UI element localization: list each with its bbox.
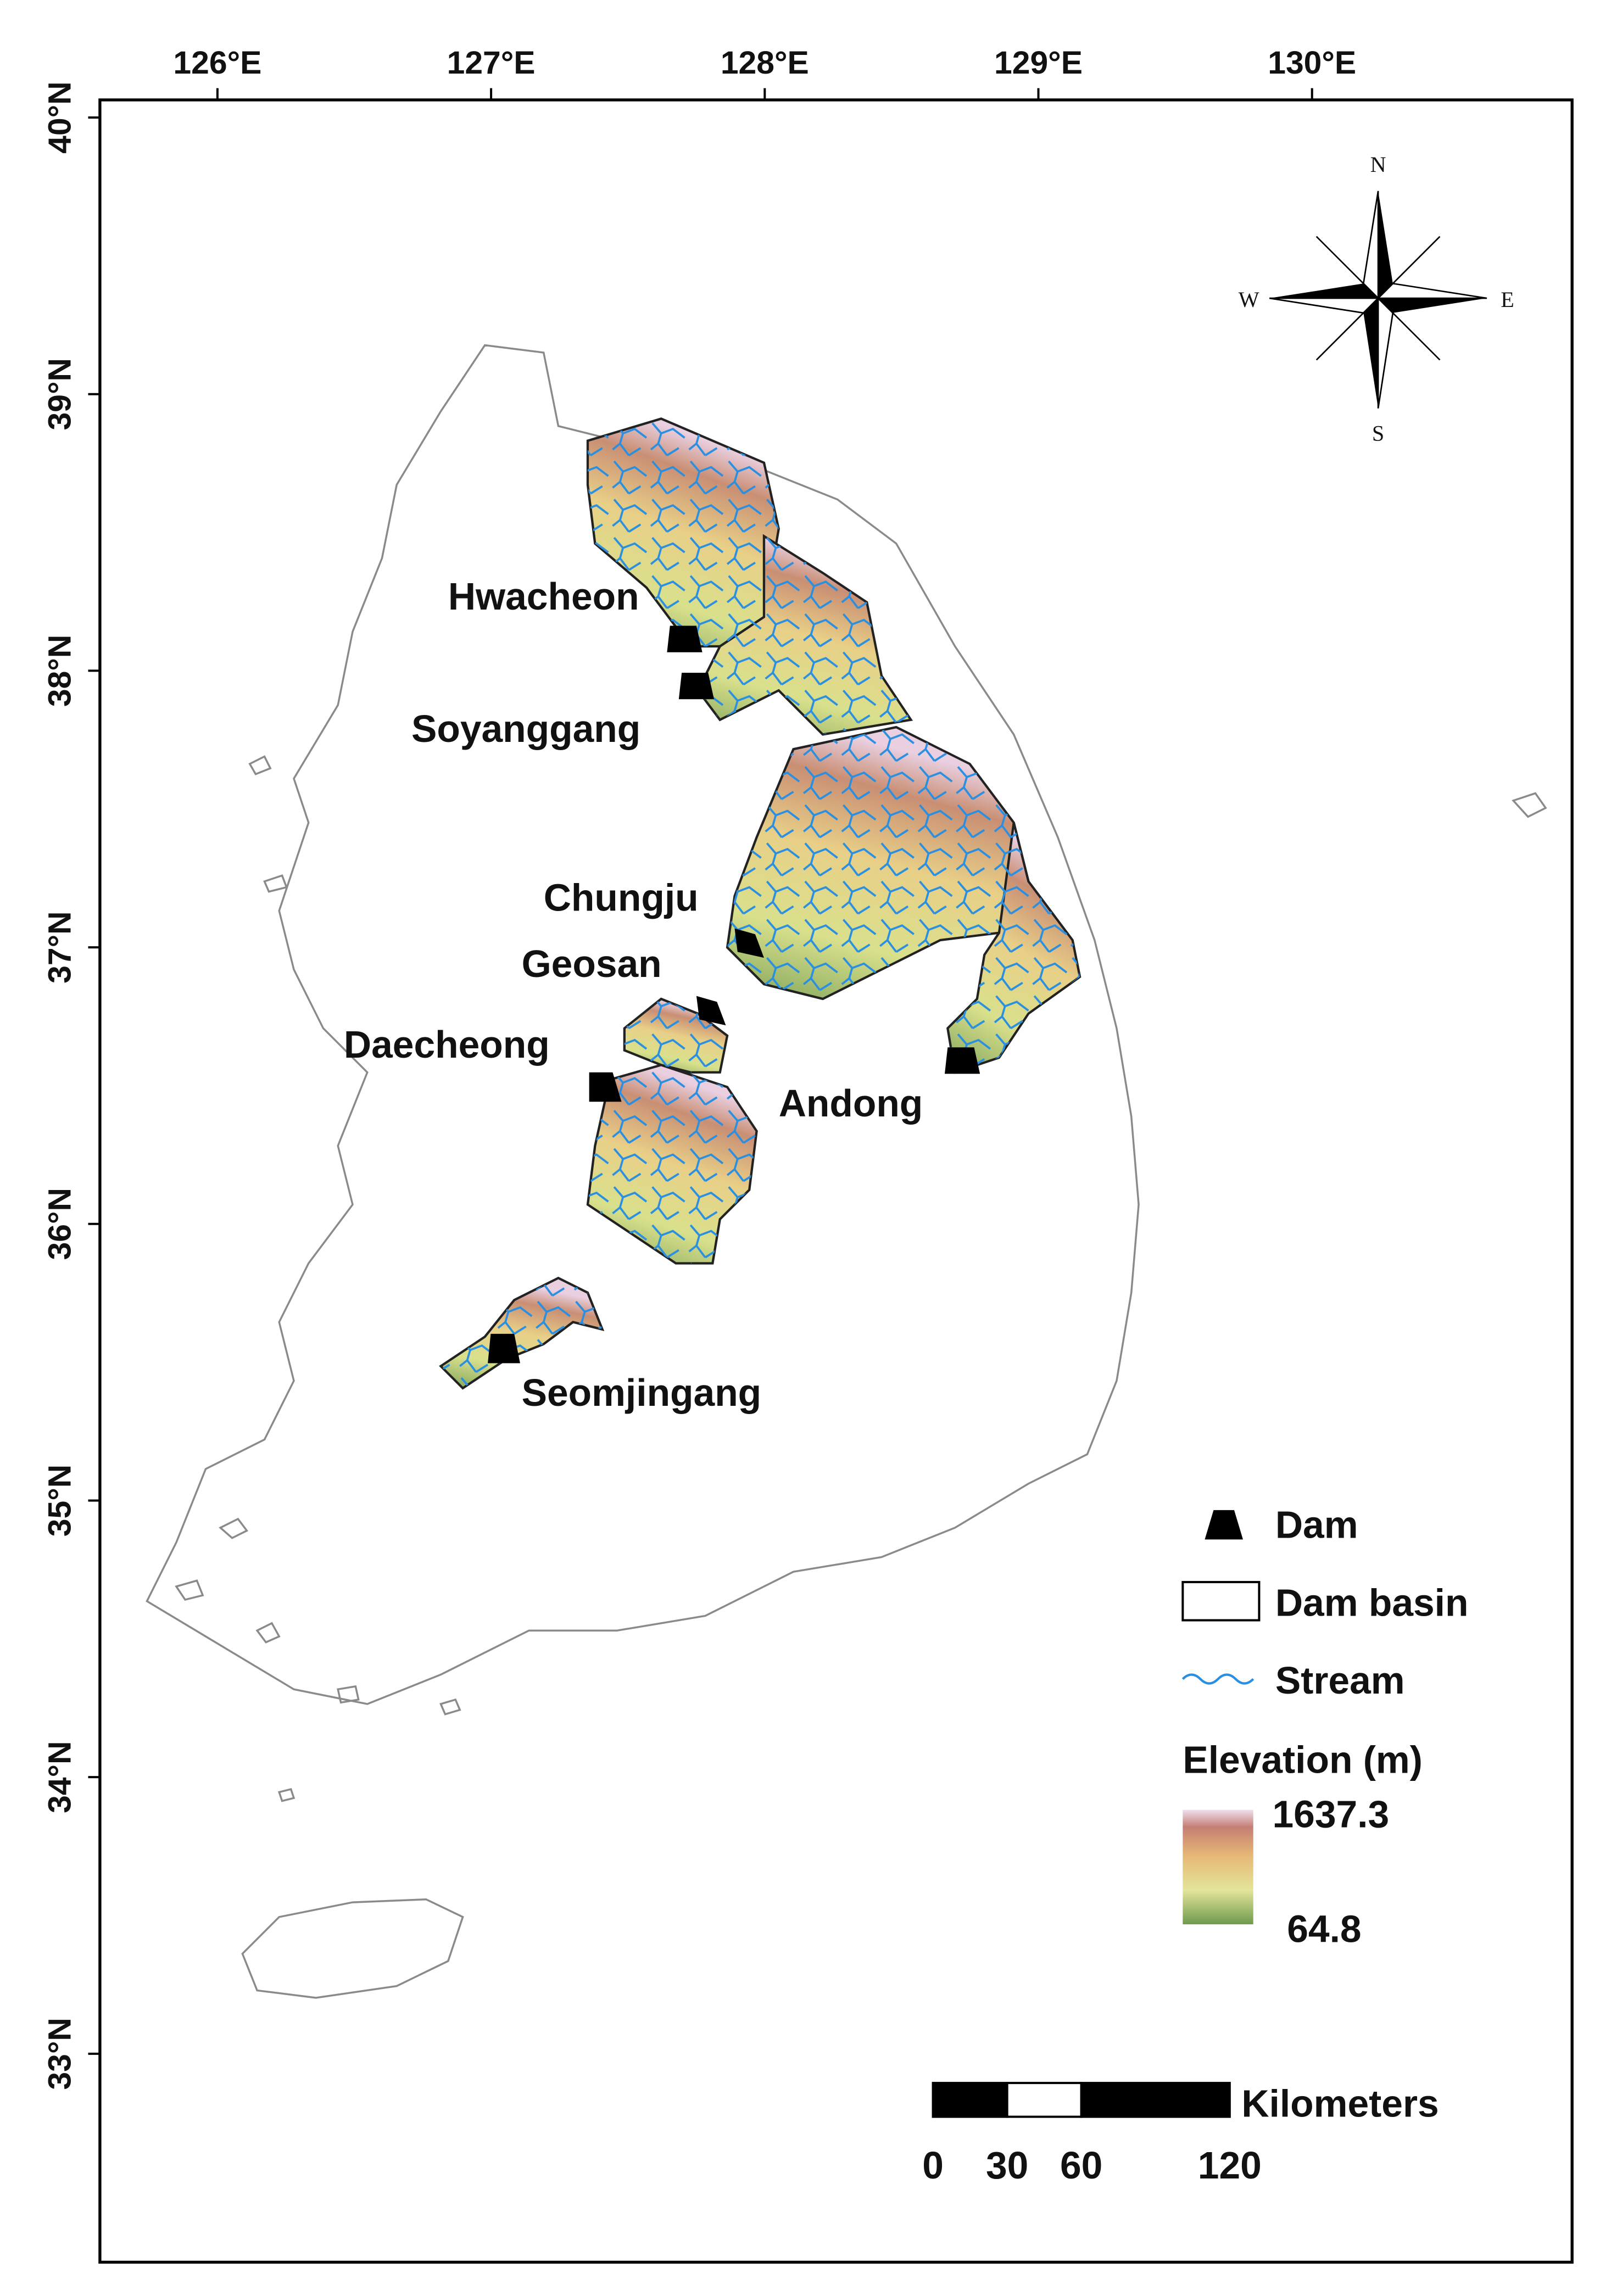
legend-title: Elevation (m) bbox=[1183, 1739, 1423, 1781]
dam-label: Geosan bbox=[522, 942, 662, 985]
scale-segment bbox=[1006, 2082, 1083, 2118]
legend-label: Dam basin bbox=[1275, 1581, 1469, 1624]
legend-basin-symbol bbox=[1181, 1580, 1261, 1622]
scale-tick-label: 30 bbox=[986, 2144, 1028, 2187]
lon-tick-label: 127°E bbox=[447, 45, 536, 81]
legend-label: Stream bbox=[1275, 1659, 1405, 1702]
dam-label: Daecheong bbox=[344, 1023, 550, 1066]
scale-segment bbox=[932, 2082, 1008, 2118]
dam-marker bbox=[589, 1072, 622, 1102]
lat-tick-label: 39°N bbox=[42, 358, 77, 430]
scale-segment bbox=[1080, 2082, 1231, 2118]
dam-label: Andong bbox=[779, 1082, 923, 1125]
lat-tick-label: 34°N bbox=[42, 1741, 77, 1813]
lat-tick-label: 38°N bbox=[42, 635, 77, 707]
compass-label: W bbox=[1239, 287, 1259, 312]
elevation-ramp bbox=[1183, 1809, 1253, 1925]
scale-tick-label: 0 bbox=[922, 2144, 944, 2187]
lon-tick-label: 128°E bbox=[721, 45, 809, 81]
legend-label: Dam bbox=[1275, 1504, 1358, 1546]
elevation-min: 64.8 bbox=[1287, 1907, 1361, 1950]
dam-marker bbox=[696, 996, 726, 1026]
elevation-max: 1637.3 bbox=[1272, 1793, 1389, 1836]
compass-label: S bbox=[1372, 421, 1384, 446]
legend-dam-symbol bbox=[1205, 1510, 1243, 1540]
dam-markers bbox=[488, 625, 980, 1364]
streams bbox=[441, 418, 1080, 1388]
lon-tick-label: 126°E bbox=[173, 45, 261, 81]
lon-tick-label: 130°E bbox=[1268, 45, 1356, 81]
dam-marker bbox=[944, 1047, 980, 1074]
compass-label: N bbox=[1370, 152, 1386, 177]
compass-rose: N S E W bbox=[1239, 152, 1514, 446]
dam-marker bbox=[734, 928, 764, 958]
lon-tick-label: 129°E bbox=[994, 45, 1083, 81]
scale-bar: Kilometers 0 30 60 120 bbox=[922, 2082, 1439, 2187]
map-frame bbox=[98, 98, 1574, 2264]
graticule-ticks: 126°E 127°E 128°E 129°E 130°E 40°N 39°N 38°N 37°… bbox=[42, 45, 1356, 2090]
lat-tick-label: 37°N bbox=[42, 911, 77, 983]
lat-tick-label: 40°N bbox=[42, 81, 77, 153]
dam-label: Hwacheon bbox=[448, 575, 639, 618]
coastline bbox=[146, 344, 1140, 1705]
dam-marker bbox=[667, 625, 703, 652]
jeju-island bbox=[241, 1898, 464, 1999]
scale-tick-label: 120 bbox=[1198, 2144, 1262, 2187]
stream-network bbox=[441, 418, 1080, 1388]
scale-unit: Kilometers bbox=[1241, 2082, 1439, 2125]
legend: Dam Dam basin Stream Elevation (m) 1637.… bbox=[1181, 1504, 1469, 1950]
dam-marker bbox=[488, 1333, 520, 1364]
islands bbox=[175, 755, 461, 1802]
lat-tick-label: 35°N bbox=[42, 1465, 77, 1537]
dam-label: Seomjingang bbox=[522, 1371, 762, 1414]
dam-label: Chungju bbox=[544, 876, 699, 919]
dam-label: Soyanggang bbox=[411, 707, 640, 750]
lat-tick-label: 33°N bbox=[42, 2018, 77, 2090]
lat-tick-label: 36°N bbox=[42, 1188, 77, 1260]
scale-tick-label: 60 bbox=[1060, 2144, 1102, 2187]
dam-marker bbox=[678, 673, 715, 700]
compass-label: E bbox=[1501, 287, 1514, 312]
dam-labels: Hwacheon Soyanggang Chungju Geosan Daech… bbox=[344, 575, 923, 1414]
legend-stream-symbol bbox=[1181, 1673, 1255, 1685]
ulleung-island bbox=[1512, 792, 1547, 818]
